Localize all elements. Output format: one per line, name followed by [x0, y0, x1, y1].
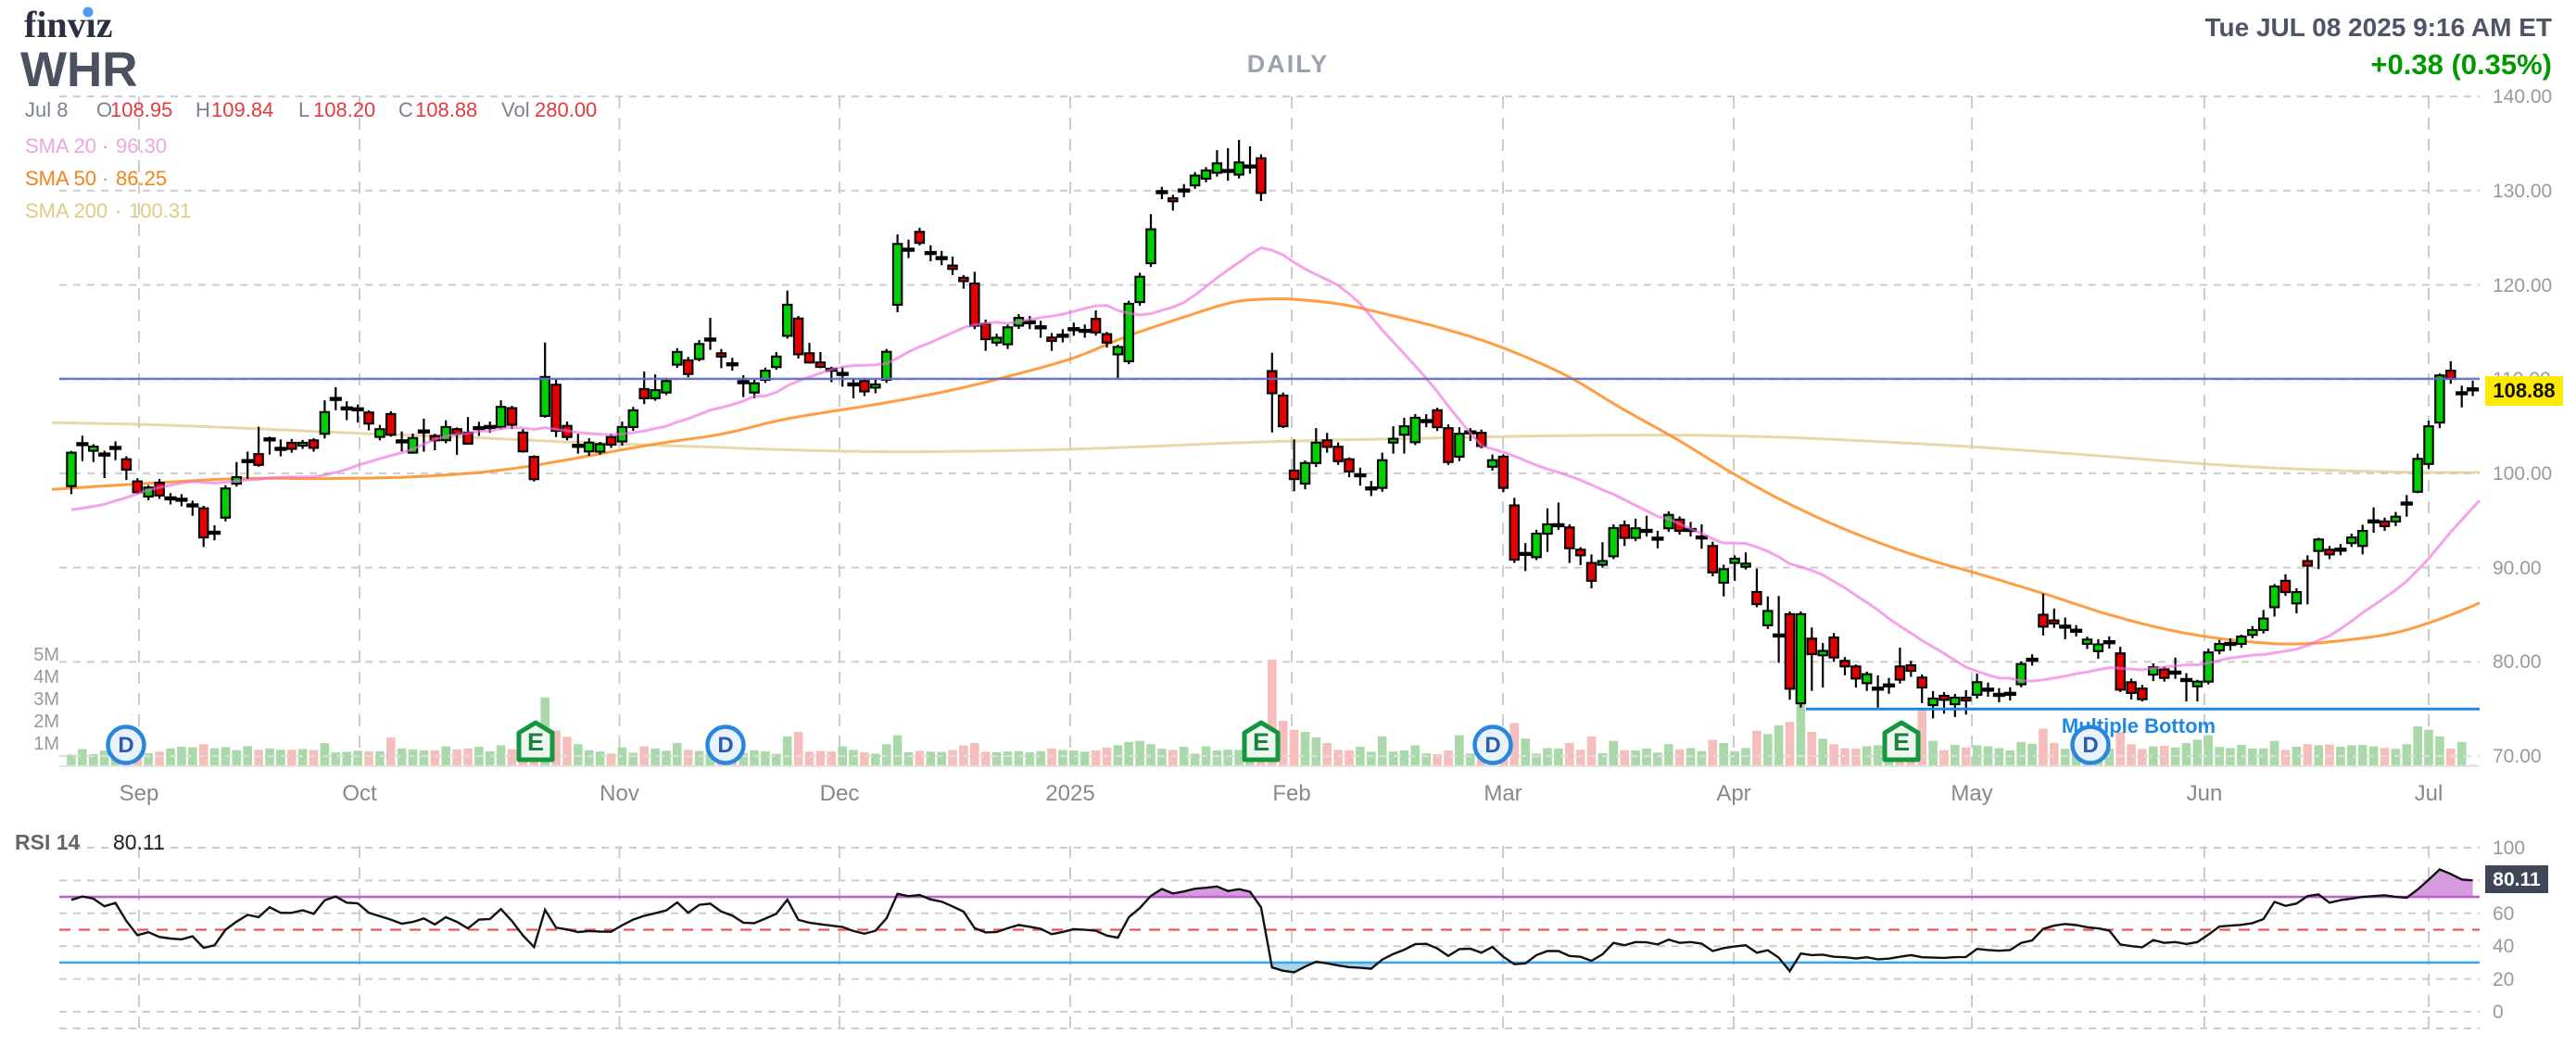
svg-text:108.88: 108.88 — [2493, 379, 2555, 402]
svg-text:D: D — [1484, 733, 1500, 758]
svg-text:80.00: 80.00 — [2493, 651, 2542, 673]
svg-text:70.00: 70.00 — [2493, 746, 2542, 767]
svg-text:80.11: 80.11 — [113, 830, 165, 854]
svg-text:·: · — [102, 134, 108, 158]
svg-text:100.31: 100.31 — [129, 199, 191, 222]
svg-text:280.00: 280.00 — [535, 98, 597, 121]
svg-text:·: · — [102, 167, 108, 190]
svg-text:E: E — [527, 728, 544, 756]
svg-text:5M: 5M — [33, 645, 59, 665]
svg-text:Apr: Apr — [1716, 781, 1750, 806]
svg-text:D: D — [118, 733, 133, 758]
svg-text:·: · — [115, 199, 121, 222]
svg-text:SMA 50: SMA 50 — [25, 167, 96, 190]
svg-text:108.88: 108.88 — [415, 98, 477, 121]
svg-text:20: 20 — [2493, 969, 2514, 990]
svg-text:108.20: 108.20 — [313, 98, 375, 121]
svg-text:Oct: Oct — [342, 781, 377, 806]
svg-text:+0.38 (0.35%): +0.38 (0.35%) — [2370, 48, 2552, 81]
svg-text:E: E — [1893, 728, 1910, 756]
svg-text:L: L — [298, 98, 309, 121]
svg-text:Jul 8: Jul 8 — [25, 98, 68, 121]
svg-text:Feb: Feb — [1272, 781, 1310, 806]
svg-text:2025: 2025 — [1045, 781, 1094, 806]
svg-text:Sep: Sep — [120, 781, 159, 806]
svg-text:120.00: 120.00 — [2493, 275, 2552, 296]
svg-text:108.95: 108.95 — [110, 98, 172, 121]
svg-text:80.11: 80.11 — [2493, 869, 2541, 890]
svg-text:2M: 2M — [33, 712, 59, 732]
svg-text:RSI 14: RSI 14 — [15, 830, 81, 854]
svg-text:WHR: WHR — [20, 43, 138, 97]
svg-text:1M: 1M — [33, 734, 59, 754]
svg-text:0: 0 — [2493, 1002, 2504, 1023]
svg-text:D: D — [717, 733, 733, 758]
svg-text:SMA 20: SMA 20 — [25, 134, 96, 158]
svg-text:90.00: 90.00 — [2493, 558, 2542, 579]
svg-text:Dec: Dec — [820, 781, 860, 806]
svg-text:60: 60 — [2493, 903, 2514, 925]
svg-text:C: C — [398, 98, 413, 121]
svg-text:100.00: 100.00 — [2493, 463, 2552, 485]
svg-text:Nov: Nov — [600, 781, 639, 806]
svg-text:E: E — [1253, 728, 1269, 756]
svg-text:Mar: Mar — [1484, 781, 1522, 806]
svg-text:May: May — [1951, 781, 1992, 806]
svg-text:140.00: 140.00 — [2493, 86, 2552, 107]
svg-text:109.84: 109.84 — [211, 98, 273, 121]
svg-text:O: O — [96, 98, 112, 121]
svg-text:SMA 200: SMA 200 — [25, 199, 107, 222]
svg-text:Jul: Jul — [2415, 781, 2443, 806]
svg-text:finvız: finvız — [24, 4, 113, 45]
svg-text:96.30: 96.30 — [116, 134, 167, 158]
svg-text:DAILY: DAILY — [1247, 50, 1330, 78]
svg-text:Tue JUL 08 2025 9:16 AM ET: Tue JUL 08 2025 9:16 AM ET — [2204, 13, 2552, 42]
svg-text:D: D — [2082, 733, 2098, 758]
svg-text:4M: 4M — [33, 667, 59, 687]
svg-text:86.25: 86.25 — [116, 167, 167, 190]
svg-text:Vol: Vol — [501, 98, 530, 121]
svg-text:Jun: Jun — [2187, 781, 2223, 806]
svg-text:100: 100 — [2493, 838, 2525, 859]
svg-text:130.00: 130.00 — [2493, 181, 2552, 202]
svg-text:40: 40 — [2493, 936, 2514, 957]
svg-text:3M: 3M — [33, 689, 59, 710]
svg-text:H: H — [196, 98, 210, 121]
